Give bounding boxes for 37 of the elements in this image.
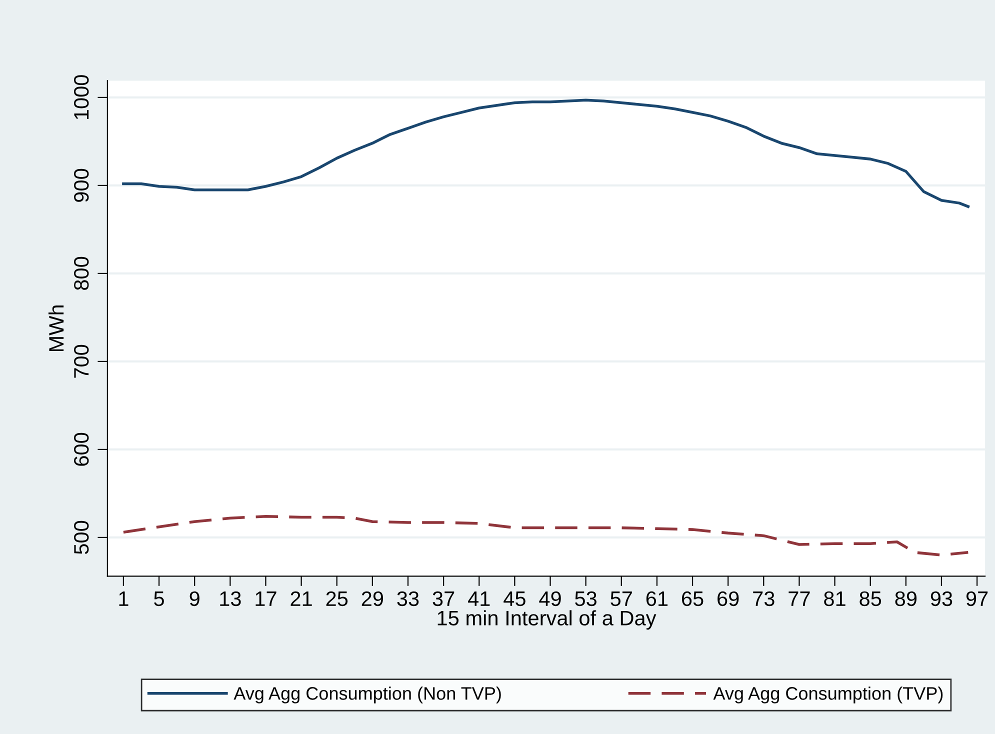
y-axis-title: MWh	[48, 306, 64, 352]
x-tick-label: 29	[362, 591, 384, 606]
x-tick-label: 61	[646, 591, 668, 606]
x-tick-label: 77	[788, 592, 810, 606]
x-tick-label: 37	[432, 591, 454, 606]
y-tick-label: 800	[74, 256, 89, 290]
x-tick-label: 85	[860, 591, 882, 606]
y-tick-label: 700	[74, 344, 89, 378]
x-tick-label: 69	[718, 591, 739, 606]
y-tick-label: 600	[74, 432, 89, 466]
line-series	[122, 514, 970, 556]
x-tick-label: 73	[753, 591, 774, 606]
line-series	[122, 98, 970, 208]
x-tick-label: 89	[895, 591, 917, 606]
y-tick-label: 1000	[74, 75, 89, 120]
x-tick-label: 13	[220, 591, 241, 606]
x-tick-label: 17	[256, 592, 276, 606]
x-tick-label: 21	[290, 591, 312, 606]
x-tick-label: 93	[930, 591, 952, 606]
x-tick-label: 53	[575, 591, 596, 606]
x-tick-label: 9	[190, 591, 200, 606]
legend-label: Avg Agg Consumption (TVP)	[713, 686, 943, 704]
x-tick-label: 5	[154, 592, 164, 606]
x-tick-label: 41	[468, 592, 490, 606]
y-tick-label: 900	[74, 168, 89, 202]
x-tick-label: 45	[504, 592, 526, 606]
x-tick-label: 65	[682, 591, 704, 606]
x-tick-label: 33	[397, 591, 419, 606]
x-tick-label: 57	[610, 592, 632, 606]
x-tick-label: 97	[966, 591, 988, 606]
x-tick-label: 1	[119, 592, 128, 606]
x-tick-label: 49	[539, 591, 561, 606]
x-axis-title: 15 min Interval of a Day	[438, 610, 656, 630]
x-tick-label: 25	[326, 591, 348, 606]
legend-label: Avg Agg Consumption (Non TVP)	[234, 686, 501, 704]
y-tick-label: 500	[74, 520, 89, 554]
x-tick-label: 81	[824, 591, 846, 606]
